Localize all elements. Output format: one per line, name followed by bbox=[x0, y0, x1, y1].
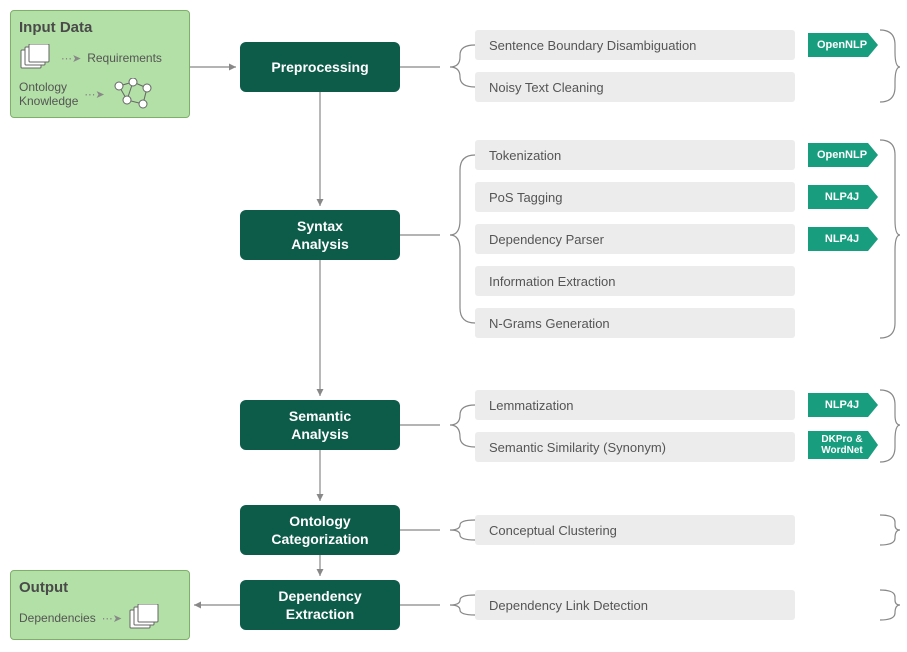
detail-sbd: Sentence Boundary Disambiguation bbox=[475, 30, 795, 60]
detail-semsim: Semantic Similarity (Synonym) bbox=[475, 432, 795, 462]
detail-label: N-Grams Generation bbox=[489, 316, 610, 331]
input-data-box: Input Data ⋯➤ Requirements Ontology Know… bbox=[10, 10, 190, 118]
tool-badge-nlp4j-3: NLP4J bbox=[808, 393, 878, 417]
output-sub-dependencies: Dependencies bbox=[19, 611, 96, 625]
output-box: Output Dependencies ⋯➤ bbox=[10, 570, 190, 640]
stage-ontology: Ontology Categorization bbox=[240, 505, 400, 555]
input-sub-requirements: Requirements bbox=[87, 51, 162, 65]
detail-depparser: Dependency Parser bbox=[475, 224, 795, 254]
detail-pos: PoS Tagging bbox=[475, 182, 795, 212]
graph-icon bbox=[111, 78, 157, 110]
tool-badge-nlp4j-2: NLP4J bbox=[808, 227, 878, 251]
stage-dependency: Dependency Extraction bbox=[240, 580, 400, 630]
detail-label: Dependency Parser bbox=[489, 232, 604, 247]
detail-label: Semantic Similarity (Synonym) bbox=[489, 440, 666, 455]
detail-clustering: Conceptual Clustering bbox=[475, 515, 795, 545]
stage-label: Semantic Analysis bbox=[289, 407, 351, 443]
input-title: Input Data bbox=[19, 19, 181, 36]
input-sub-ontology: Ontology Knowledge bbox=[19, 80, 78, 108]
input-arrow: ⋯➤ bbox=[61, 52, 81, 65]
tool-label: OpenNLP bbox=[817, 39, 867, 51]
detail-deplink: Dependency Link Detection bbox=[475, 590, 795, 620]
tool-label: NLP4J bbox=[825, 191, 859, 203]
detail-label: Noisy Text Cleaning bbox=[489, 80, 604, 95]
stage-label: Syntax Analysis bbox=[291, 217, 349, 253]
detail-label: Dependency Link Detection bbox=[489, 598, 648, 613]
detail-noisy: Noisy Text Cleaning bbox=[475, 72, 795, 102]
output-title: Output bbox=[19, 579, 181, 596]
tool-label: NLP4J bbox=[825, 233, 859, 245]
stage-label: Dependency Extraction bbox=[278, 587, 361, 623]
tool-badge-opennlp-2: OpenNLP bbox=[808, 143, 878, 167]
detail-infoext: Information Extraction bbox=[475, 266, 795, 296]
detail-label: Lemmatization bbox=[489, 398, 574, 413]
detail-label: Conceptual Clustering bbox=[489, 523, 617, 538]
tool-badge-dkpro: DKPro & WordNet bbox=[808, 431, 878, 459]
input-arrow-2: ⋯➤ bbox=[84, 88, 104, 101]
detail-tokenization: Tokenization bbox=[475, 140, 795, 170]
documents-icon bbox=[19, 44, 55, 72]
tool-badge-opennlp-1: OpenNLP bbox=[808, 33, 878, 57]
detail-label: PoS Tagging bbox=[489, 190, 563, 205]
detail-ngrams: N-Grams Generation bbox=[475, 308, 795, 338]
tool-label: OpenNLP bbox=[817, 149, 867, 161]
detail-label: Information Extraction bbox=[489, 274, 615, 289]
stage-syntax: Syntax Analysis bbox=[240, 210, 400, 260]
documents-icon-out bbox=[128, 604, 164, 632]
detail-label: Sentence Boundary Disambiguation bbox=[489, 38, 696, 53]
stage-label: Preprocessing bbox=[271, 58, 368, 76]
tool-badge-nlp4j-1: NLP4J bbox=[808, 185, 878, 209]
stage-label: Ontology Categorization bbox=[271, 512, 368, 548]
tool-label: DKPro & WordNet bbox=[821, 434, 862, 456]
stage-preprocessing: Preprocessing bbox=[240, 42, 400, 92]
stage-semantic: Semantic Analysis bbox=[240, 400, 400, 450]
detail-lemma: Lemmatization bbox=[475, 390, 795, 420]
detail-label: Tokenization bbox=[489, 148, 561, 163]
output-arrow: ⋯➤ bbox=[102, 612, 122, 625]
tool-label: NLP4J bbox=[825, 399, 859, 411]
